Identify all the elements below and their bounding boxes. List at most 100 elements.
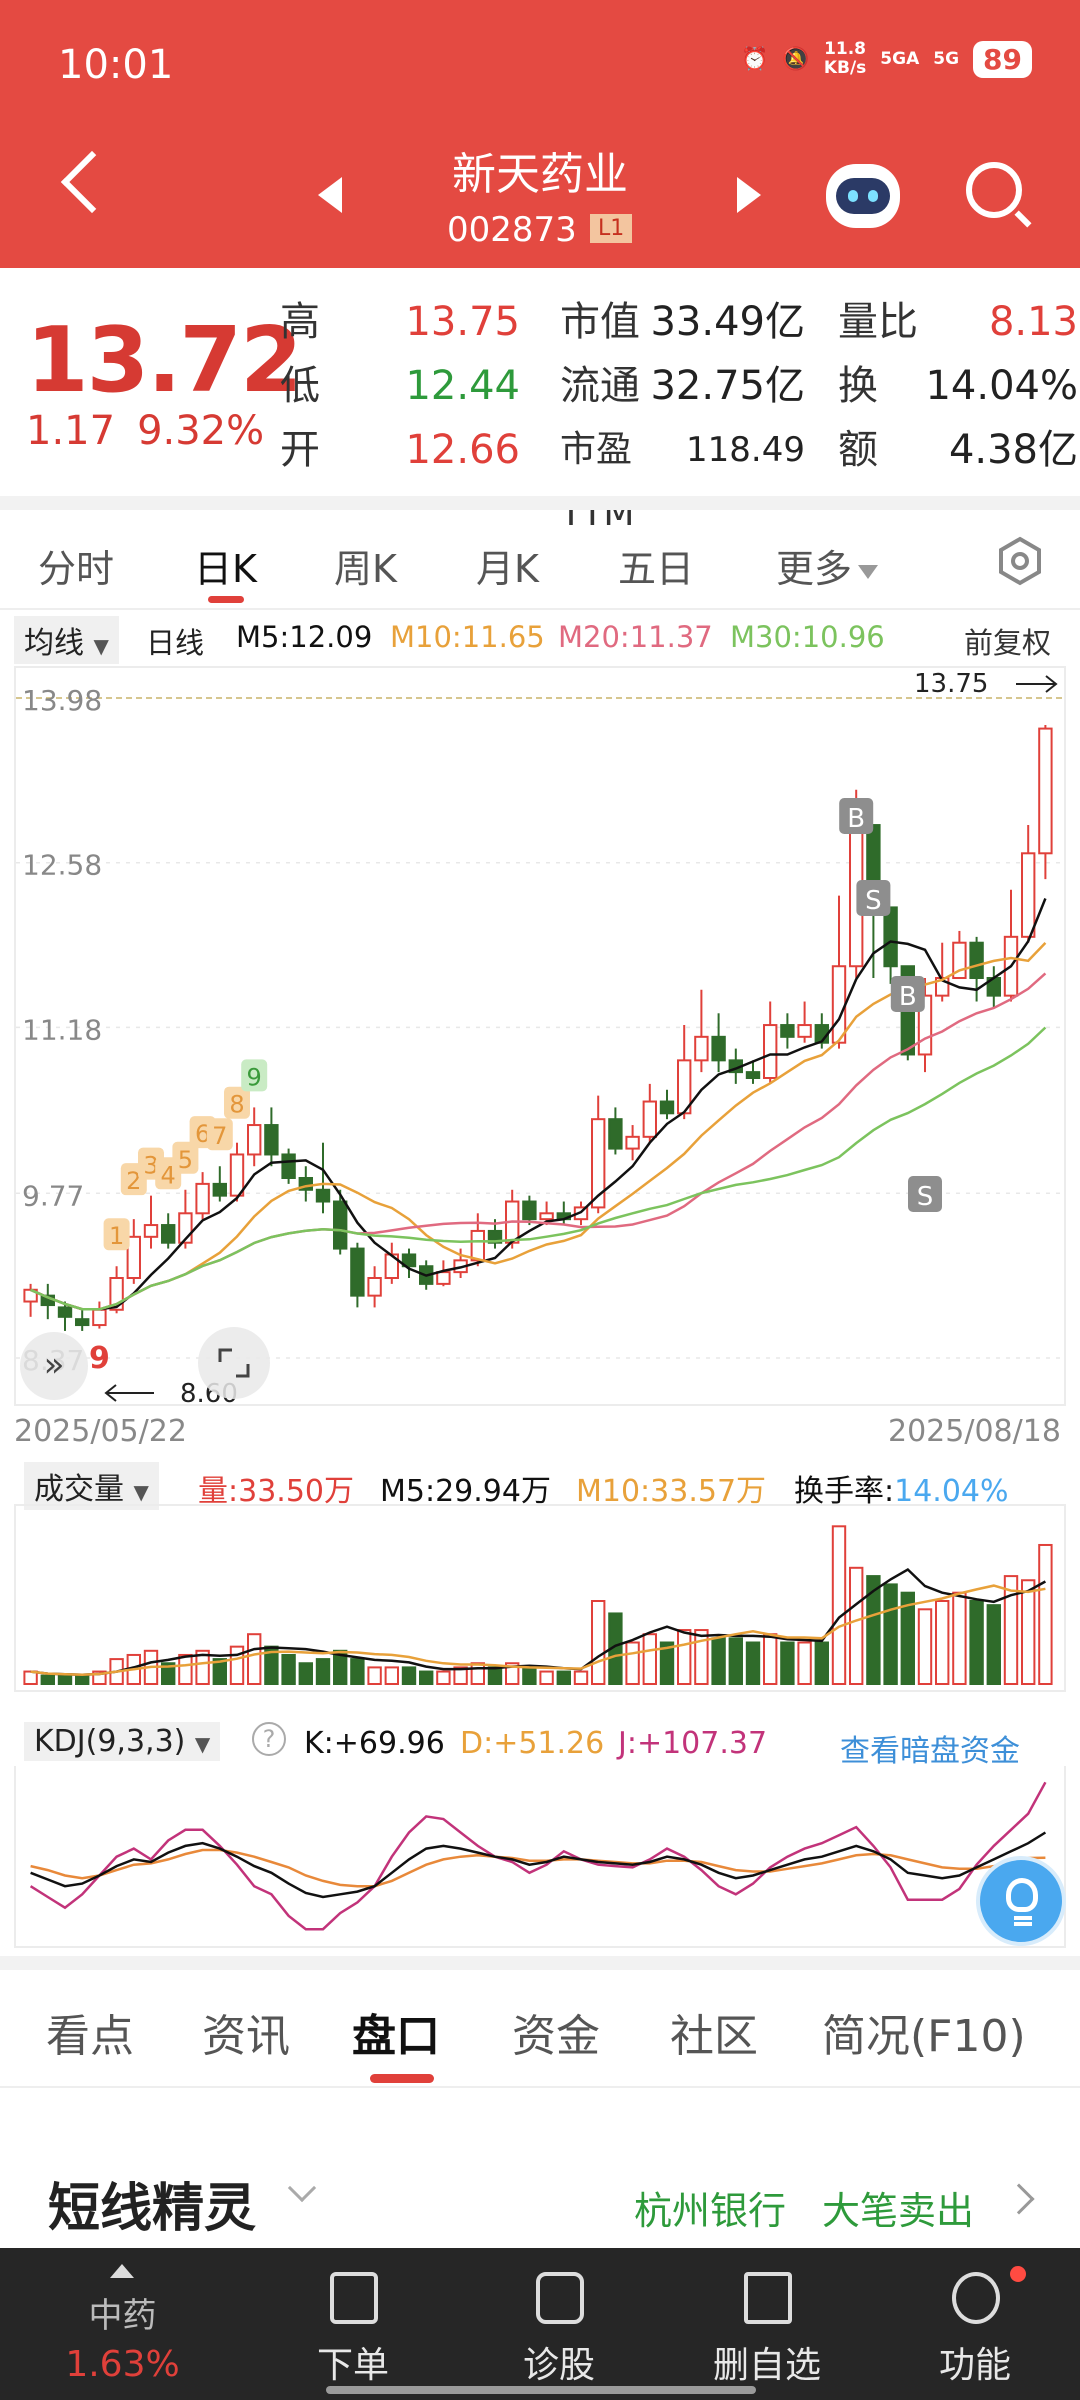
candle-body [780,1024,795,1038]
volume-bar [900,1591,915,1685]
net-speed: 11.8 KB/s [823,39,867,78]
tab-daily-k[interactable]: 日K [194,547,257,591]
back-icon[interactable] [60,150,124,214]
ma20-value: M20:11.37 [558,620,713,654]
nav-functions[interactable]: 功能 [890,2248,1060,2400]
diagnose-icon [536,2272,584,2324]
candle-body [969,941,984,979]
nav-diagnose[interactable]: 诊股 [474,2248,644,2400]
tab-community[interactable]: 社区 [670,2011,758,2062]
tab-highlights[interactable]: 看点 [46,2011,134,2062]
candle-body [711,1035,726,1062]
tab-five-day[interactable]: 五日 [618,547,695,591]
volume-bar [969,1600,984,1685]
period-label: 日线 [146,626,205,660]
minus-square-icon [744,2272,792,2324]
spirit-title[interactable]: 短线精灵 [48,2179,257,2239]
chevron-down-icon[interactable] [287,2173,317,2203]
tab-order-book[interactable]: 盘口 [352,2011,440,2062]
volume-bar [659,1641,675,1685]
buy-signal: B [899,982,917,1012]
kdj-svg [29,1781,1047,1931]
nav-order[interactable]: 下单 [268,2248,438,2400]
dark-pool-link[interactable]: 查看暗盘资金 [840,1734,1020,1769]
volume-bar [470,1662,485,1685]
kline-chart[interactable]: 13.9812.5811.189.778.371234567899BSBS13.… [14,666,1066,1409]
index-ticker[interactable]: 中药 1.63% [0,2248,245,2400]
volume-bar [763,1633,778,1685]
ma10-value: M10:11.65 [390,620,545,654]
volume-bar [556,1670,571,1686]
volume-bar [436,1670,451,1686]
spirit-event[interactable]: 大笔卖出 [822,2189,975,2233]
volume-legend: 成交量 ▼ 量:33.50万 M5:29.94万 M10:33.57万 换手率:… [0,1456,1080,1510]
candle-body [23,1288,38,1303]
prev-stock-icon[interactable] [318,177,342,213]
volume-bar [195,1649,210,1686]
chevron-right-icon[interactable] [1003,2183,1035,2215]
order-document-icon [330,2272,378,2324]
volume-chart[interactable] [14,1504,1066,1692]
volume-bar [814,1641,829,1685]
level-badge: L1 [590,214,633,243]
volume-svg [23,1525,1053,1686]
candle-body [763,1024,778,1080]
settings-icon[interactable] [994,535,1046,587]
tab-profile-f10[interactable]: 简况(F10) [822,2011,1026,2062]
spirit-stock[interactable]: 杭州银行 [634,2189,787,2233]
ma5-line [30,898,1047,1311]
candle-body [161,1224,176,1244]
volume-bar [505,1662,520,1685]
change-value: 1.17 [26,408,116,454]
sell-signal: S [917,1182,934,1212]
ma-dropdown[interactable]: 均线 ▼ [14,616,119,664]
volume-bar [883,1583,898,1685]
signal-5g: 5G [933,49,960,69]
change-pct: 9.32% [137,408,265,454]
tab-intraday[interactable]: 分时 [38,547,115,591]
candle-body [281,1153,296,1179]
sequence-number: 3 [143,1152,158,1180]
nav-remove-watchlist[interactable]: 删自选 [682,2248,852,2400]
kdj-j-line [29,1781,1047,1931]
candle-body [350,1247,365,1297]
candle-body [75,1318,90,1327]
nav-order-label: 下单 [316,2345,389,2386]
notification-dot [1010,2266,1026,2282]
tab-monthly-k[interactable]: 月K [476,547,539,591]
tab-funds[interactable]: 资金 [512,2011,600,2062]
sequence-badge [241,1059,268,1092]
sequence-number: 8 [229,1091,244,1119]
tab-more[interactable]: 更多 [776,538,879,593]
adjust-mode[interactable]: 前复权 [964,626,1052,660]
lightbulb-icon[interactable] [976,1856,1066,1946]
expand-icon [236,1364,250,1378]
kline-svg: 13.9812.5811.189.778.371234567899BSBS13.… [16,669,1064,1409]
candle-body [883,906,898,968]
volume-dropdown[interactable]: 成交量 ▼ [24,1462,159,1510]
candle-body [367,1277,382,1297]
help-icon[interactable]: ? [252,1722,286,1756]
volume-bar [40,1674,55,1685]
kdj-chart[interactable] [14,1766,1066,1948]
volume-bar [401,1666,417,1685]
battery-icon: 89 [973,40,1032,78]
robot-assistant-icon[interactable] [826,164,900,228]
stock-code: 002873 [447,210,577,250]
y-tick-label: 9.77 [22,1179,84,1212]
tab-news[interactable]: 资讯 [202,2011,290,2062]
sequence-badge [224,1086,250,1119]
end-date: 2025/08/18 [888,1414,1061,1449]
ma20-line [30,972,1047,1311]
volume-bar [831,1525,847,1685]
volume-bar [522,1666,537,1685]
volume-bar [178,1653,193,1685]
sequence-number: 9 [247,1063,262,1091]
quote-volume-ratio: 量比 8.13 [838,299,1078,345]
kdj-dropdown[interactable]: KDJ(9,3,3) ▼ [24,1722,221,1761]
tab-weekly-k[interactable]: 周K [334,547,397,591]
candle-body [401,1253,417,1268]
quote-amount: 额 4.38亿 [838,427,1078,473]
next-stock-icon[interactable] [737,177,761,213]
search-icon[interactable] [966,162,1022,218]
